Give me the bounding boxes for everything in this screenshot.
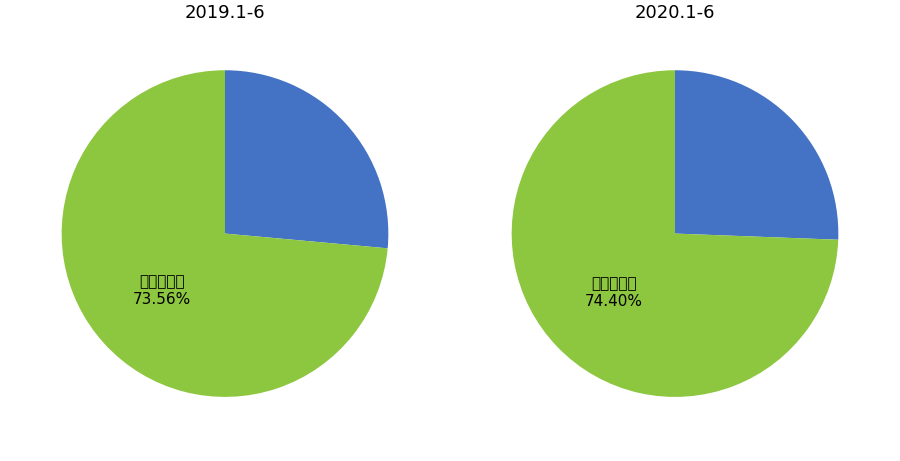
Wedge shape bbox=[62, 70, 388, 397]
Text: 战新产业，
73.56%: 战新产业， 73.56% bbox=[133, 275, 192, 307]
Title: 2019.1-6: 2019.1-6 bbox=[184, 4, 266, 22]
Wedge shape bbox=[225, 70, 388, 248]
Title: 2020.1-6: 2020.1-6 bbox=[634, 4, 716, 22]
Text: 战新产业，
74.40%: 战新产业， 74.40% bbox=[585, 276, 643, 309]
Wedge shape bbox=[512, 70, 838, 397]
Wedge shape bbox=[675, 70, 838, 240]
